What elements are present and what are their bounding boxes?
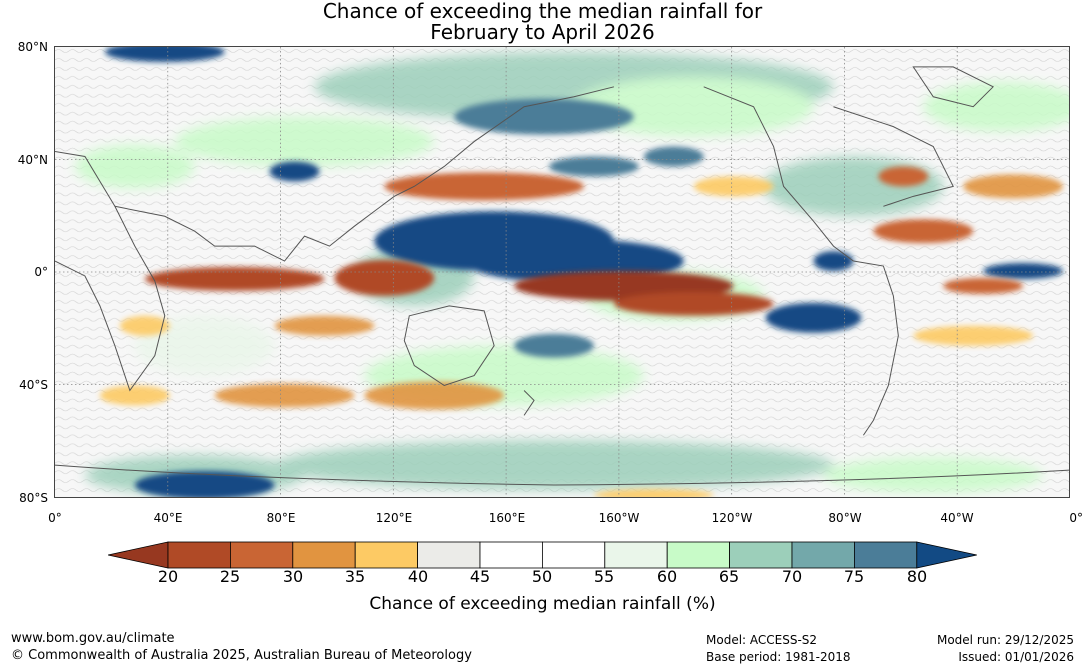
colorbar-tick: 45 [469, 567, 491, 586]
lat-label-80n: 80°N [17, 40, 48, 54]
colorbar-segment [541, 541, 606, 569]
colorbar-segment [167, 541, 231, 569]
colorbar-tick: 30 [282, 567, 304, 586]
colorbar-tick: 65 [718, 567, 740, 586]
lat-label-80s: 80°S [19, 491, 48, 505]
coastlines [55, 66, 1069, 486]
lon-label-160w: 160°W [598, 511, 640, 525]
colorbar-segment [354, 541, 418, 569]
graticule [55, 47, 1069, 497]
footer-model-run: Model run: 29/12/2025 [936, 633, 1074, 647]
map-canvas [55, 47, 1069, 497]
dry-patches [144, 166, 1024, 316]
colorbar-segment [791, 541, 855, 569]
lon-label-0-right: 0° [1069, 511, 1083, 525]
lon-label-120w: 120°W [711, 511, 753, 525]
map-title-line-2: February to April 2026 [430, 20, 655, 44]
colorbar-label: Chance of exceeding median rainfall (%) [369, 594, 716, 614]
footer-website: www.bom.gov.au/climate [11, 631, 175, 646]
lon-label-0: 0° [48, 511, 62, 525]
colorbar [108, 541, 977, 569]
footer-copyright: © Commonwealth of Australia 2025, Austra… [11, 648, 472, 663]
colorbar-tick: 20 [157, 567, 179, 586]
colorbar-tick: 40 [407, 567, 429, 586]
colorbar-segment [479, 541, 543, 569]
colorbar-tick: 75 [843, 567, 865, 586]
colorbar-tick: 60 [656, 567, 678, 586]
map-title-line-1: Chance of exceeding the median rainfall … [322, 0, 763, 23]
colorbar-segment [292, 541, 356, 569]
lon-label-160e: 160°E [488, 511, 526, 525]
colorbar-segment [417, 541, 481, 569]
lat-label-40n: 40°N [17, 153, 48, 167]
dry-patches-moderate [99, 174, 1064, 497]
lon-label-80w: 80°W [828, 511, 862, 525]
colorbar-extend-high [916, 541, 977, 569]
lon-label-80e: 80°E [266, 511, 296, 525]
rainfall-probability-map [54, 46, 1070, 498]
colorbar-segment [230, 541, 294, 569]
colorbar-tick: 55 [593, 567, 615, 586]
colorbar-tick: 25 [219, 567, 241, 586]
colorbar-tick: 80 [906, 567, 928, 586]
colorbar-segment [854, 541, 918, 569]
colorbar-tick: 70 [781, 567, 803, 586]
footer-model: Model: ACCESS-S2 [706, 633, 818, 647]
colorbar-segment [729, 541, 793, 569]
lon-label-40e: 40°E [153, 511, 183, 525]
lat-label-equator: 0° [34, 265, 48, 279]
footer-issued: Issued: 01/01/2026 [958, 650, 1074, 664]
footer-base-period: Base period: 1981-2018 [706, 650, 851, 664]
colorbar-tick: 35 [344, 567, 366, 586]
colorbar-segment [604, 541, 668, 569]
colorbar-extend-low [108, 541, 169, 569]
lat-label-40s: 40°S [19, 378, 48, 392]
lon-label-40w: 40°W [940, 511, 974, 525]
colorbar-tick: 50 [531, 567, 553, 586]
colorbar-segment [666, 541, 731, 569]
lon-label-120e: 120°E [375, 511, 413, 525]
